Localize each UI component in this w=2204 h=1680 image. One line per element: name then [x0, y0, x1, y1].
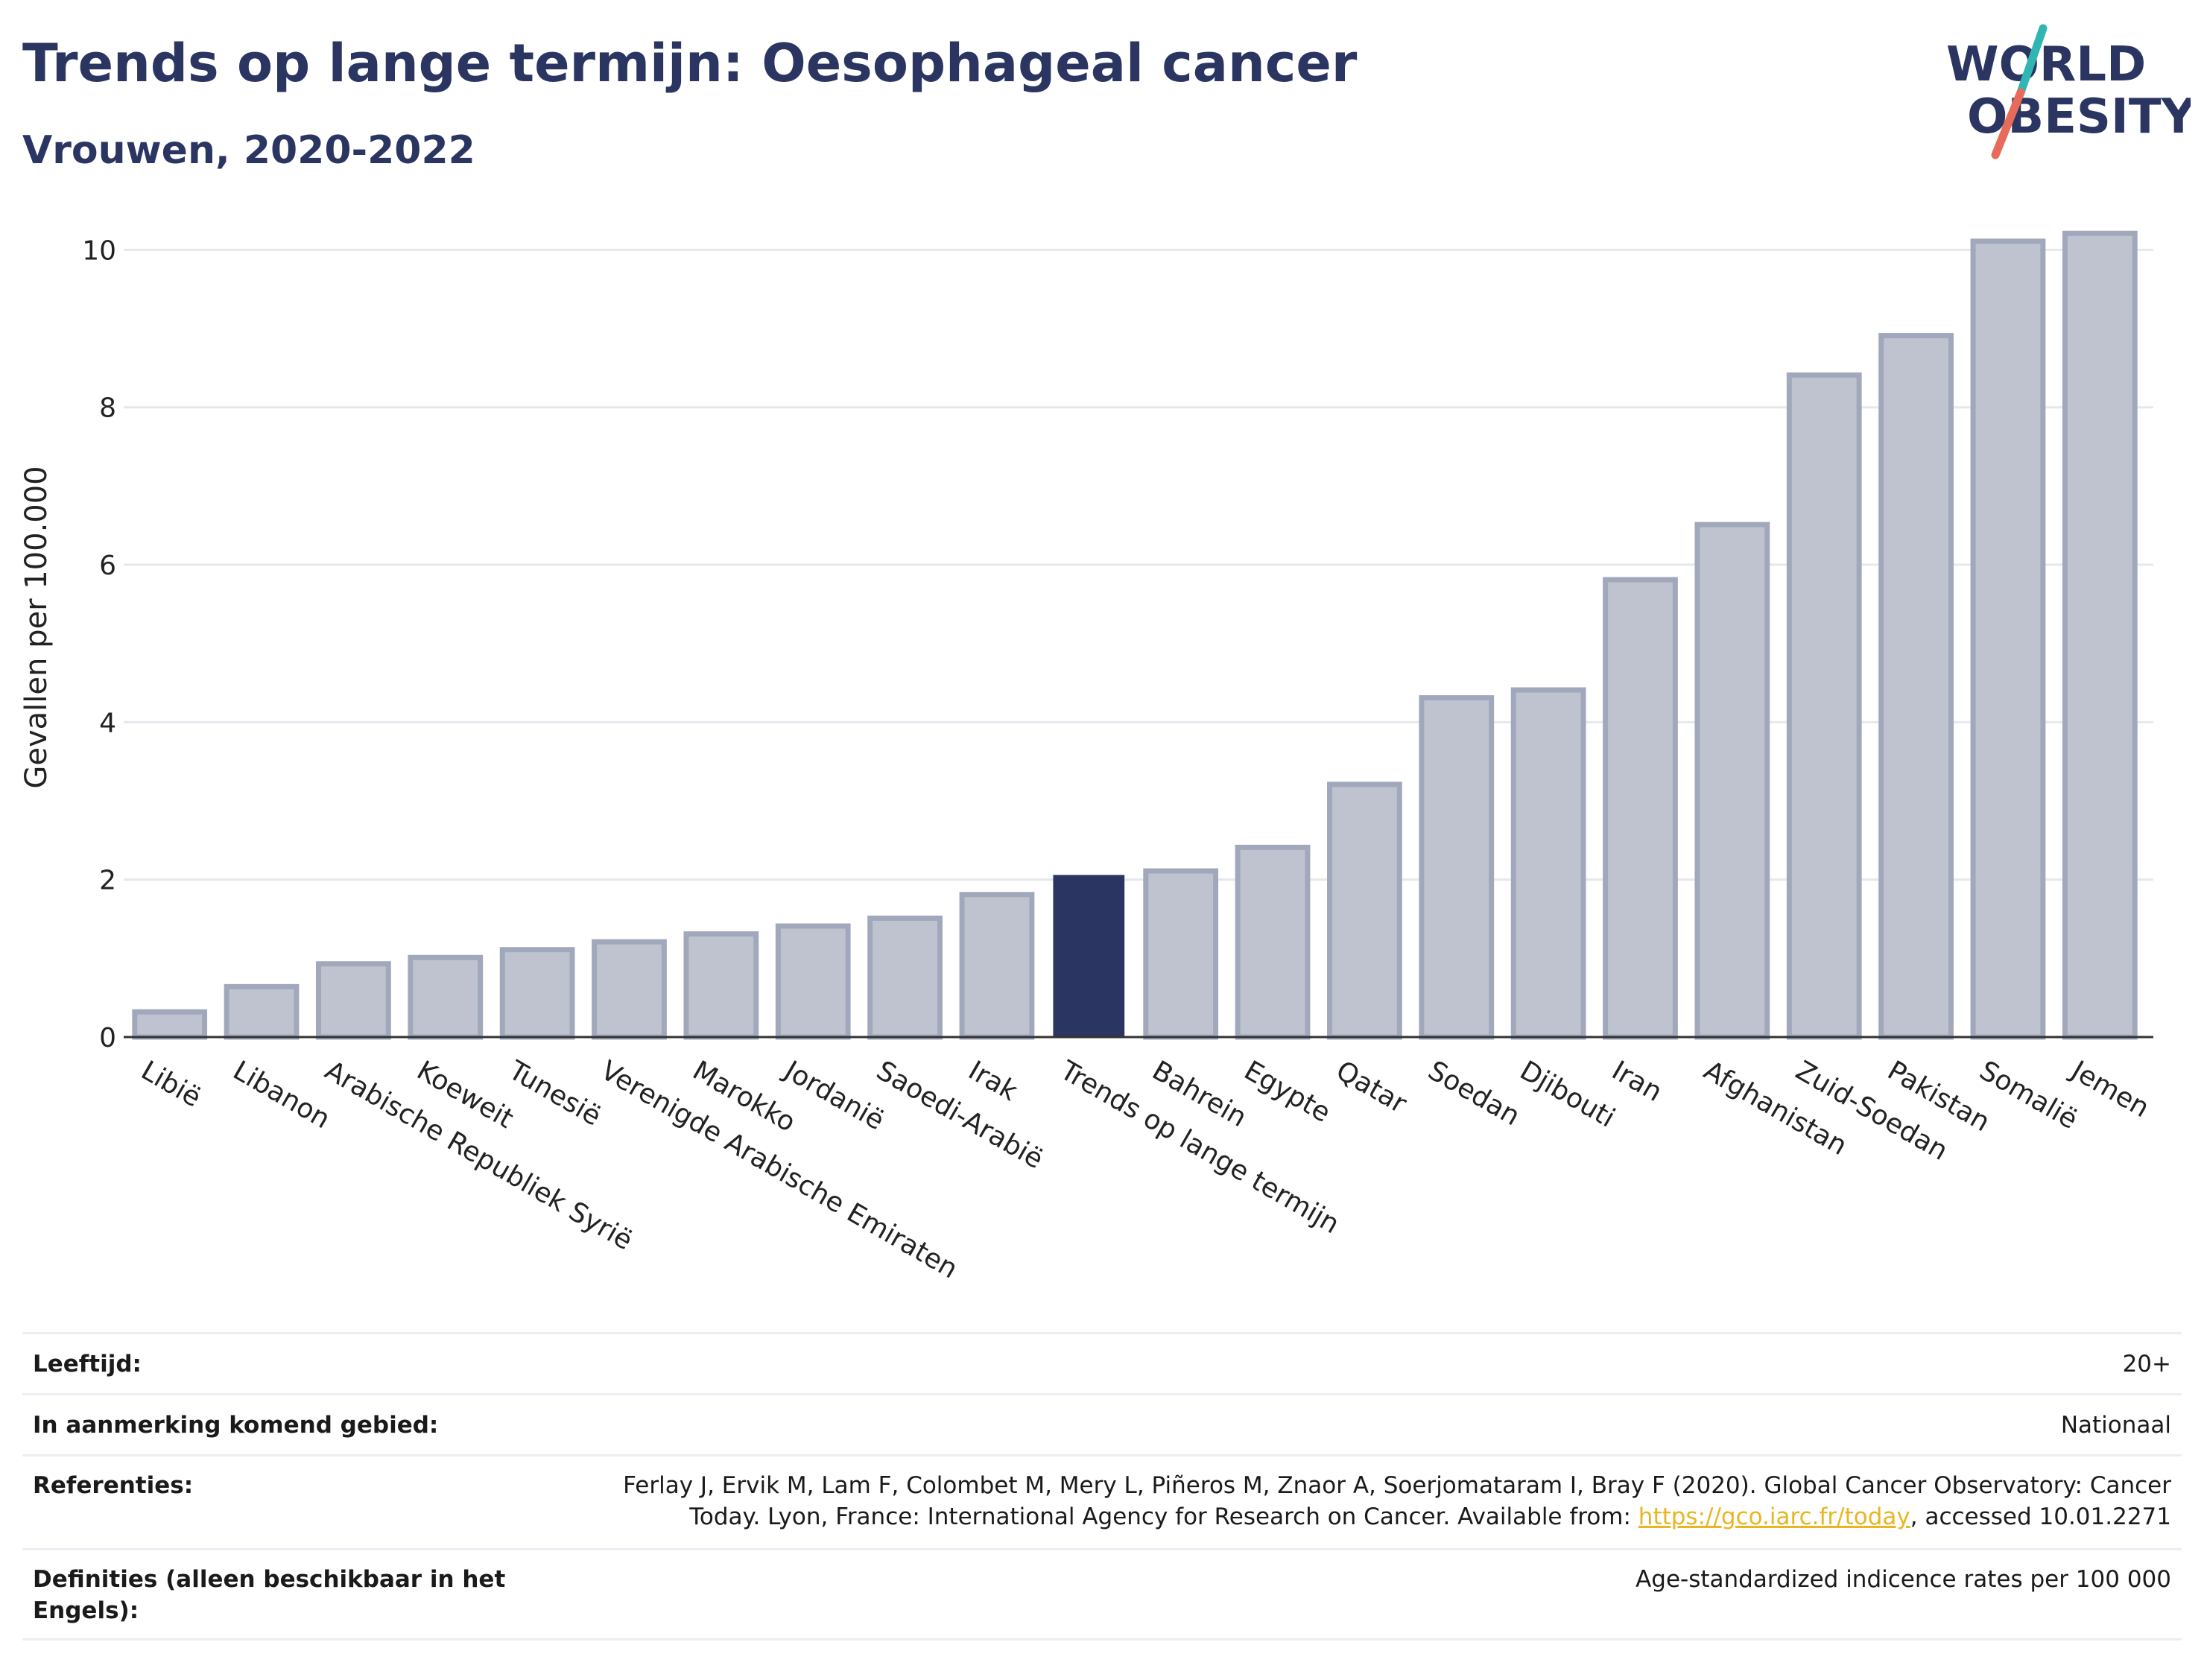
info-row-references: Referenties: Ferlay J, Ervik M, Lam F, C… — [22, 1454, 2182, 1548]
y-tick-label: 8 — [99, 393, 116, 424]
y-axis-ticks: 0 2 4 6 8 10 — [82, 235, 116, 1053]
x-tick-label: Irak — [963, 1055, 1023, 1107]
bar-18[interactable] — [1786, 372, 1862, 1040]
reference-link[interactable]: https://gco.iarc.fr/today — [1638, 1503, 1910, 1530]
bar-9[interactable] — [959, 892, 1035, 1040]
x-tick-label: Djibouti — [1515, 1055, 1620, 1133]
y-tick-label: 2 — [99, 866, 116, 896]
info-label: Leeftijd: — [33, 1350, 142, 1378]
logo-slash-top — [2016, 24, 2048, 97]
x-tick-label: Qatar — [1331, 1055, 1411, 1119]
bar-10[interactable] — [1053, 875, 1125, 1039]
bar-3[interactable] — [408, 954, 484, 1040]
page-subtitle: Vrouwen, 2020-2022 — [22, 128, 475, 173]
reference-text: Ferlay J, Ervik M, Lam F, Colombet M, Me… — [623, 1472, 2171, 1530]
bar-5[interactable] — [592, 939, 667, 1040]
x-tick-label: Libanon — [228, 1055, 335, 1135]
x-tick-label: Libië — [136, 1055, 206, 1113]
info-value: Ferlay J, Ervik M, Lam F, Colombet M, Me… — [607, 1470, 2171, 1532]
reference-accessed: , accessed 10.01.2271 — [1910, 1503, 2171, 1530]
info-value: 20+ — [2122, 1350, 2171, 1378]
info-label: Definities (alleen beschikbaar in het En… — [33, 1566, 506, 1624]
bars — [132, 230, 2138, 1040]
info-row-age: Leeftijd: 20+ — [22, 1332, 2182, 1393]
x-tick-label: Zuid-Soedan — [1790, 1055, 1953, 1167]
page-title: Trends op lange termijn: Oesophageal can… — [22, 33, 1358, 94]
y-tick-label: 6 — [99, 551, 116, 581]
bar-8[interactable] — [867, 915, 943, 1040]
x-tick-label: Saoedi-Arabië — [871, 1055, 1048, 1175]
bar-7[interactable] — [775, 923, 851, 1040]
bar-0[interactable] — [132, 1009, 208, 1040]
x-tick-label: Iran — [1606, 1055, 1667, 1108]
y-axis-label: Gevallen per 100.000 — [19, 466, 54, 788]
y-tick-label: 4 — [99, 708, 116, 738]
world-obesity-logo: WORLD OBESITY — [1946, 24, 2191, 159]
bar-11[interactable] — [1143, 868, 1219, 1040]
bar-15[interactable] — [1510, 687, 1586, 1040]
info-label: Referenties: — [33, 1472, 194, 1499]
info-table: Leeftijd: 20+ In aanmerking komend gebie… — [22, 1332, 2182, 1641]
bar-1[interactable] — [224, 983, 300, 1040]
bar-2[interactable] — [316, 961, 391, 1040]
x-tick-label: Jordanië — [778, 1054, 889, 1136]
y-tick-label: 10 — [82, 235, 116, 266]
bar-13[interactable] — [1327, 782, 1402, 1040]
y-tick-label: 0 — [99, 1023, 116, 1053]
info-value: Age-standardized indicence rates per 100… — [1635, 1566, 2171, 1593]
logo-slash-bottom — [1991, 88, 2025, 159]
bar-17[interactable] — [1694, 522, 1770, 1040]
bar-16[interactable] — [1603, 577, 1678, 1040]
bar-21[interactable] — [2062, 230, 2138, 1040]
x-tick-label: Tunesië — [503, 1055, 606, 1132]
logo-line1: WORLD — [1946, 37, 2146, 92]
x-tick-label: Egypte — [1239, 1055, 1336, 1129]
info-value: Nationaal — [2060, 1411, 2171, 1439]
bar-4[interactable] — [499, 947, 575, 1040]
info-label: In aanmerking komend gebied: — [33, 1411, 439, 1439]
info-row-area: In aanmerking komend gebied: Nationaal — [22, 1393, 2182, 1454]
x-tick-label: Soedan — [1422, 1055, 1524, 1132]
bar-19[interactable] — [1878, 333, 1954, 1040]
bar-20[interactable] — [1970, 238, 2046, 1040]
bar-6[interactable] — [683, 931, 759, 1040]
info-row-definitions: Definities (alleen beschikbaar in het En… — [22, 1548, 2182, 1641]
x-tick-label: Somalië — [1975, 1055, 2083, 1135]
bar-14[interactable] — [1419, 695, 1495, 1040]
bar-12[interactable] — [1235, 844, 1311, 1040]
